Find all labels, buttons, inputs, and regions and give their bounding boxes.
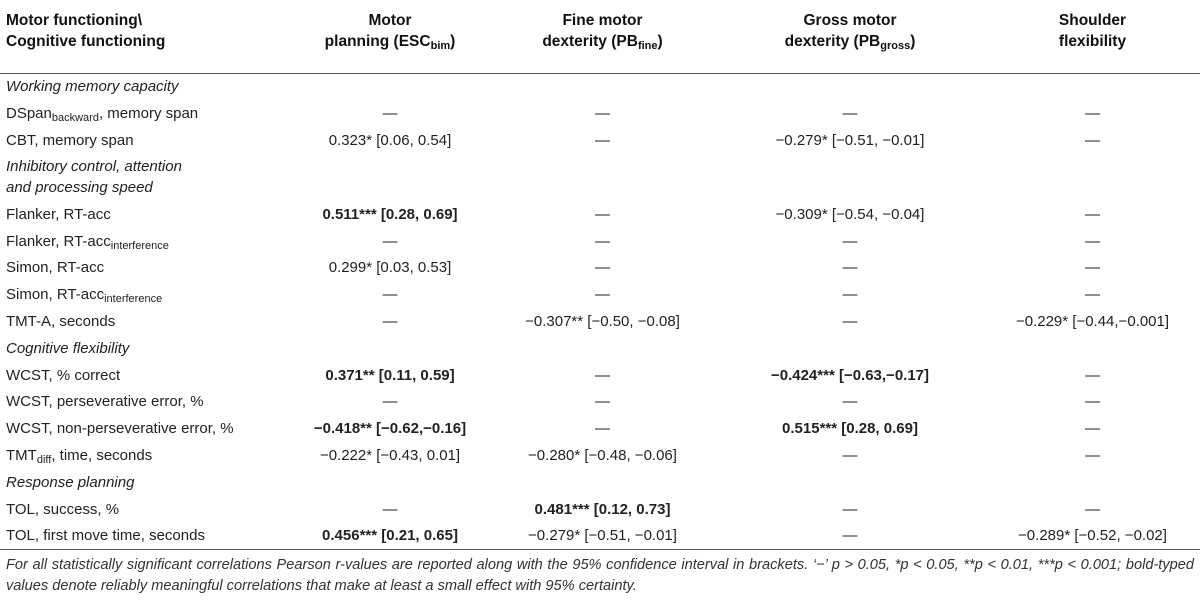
cell: — [382, 312, 398, 330]
row-label: TOL, success, % [6, 500, 120, 518]
cell: — [382, 105, 398, 123]
row-label: WCST, % correct [6, 366, 121, 384]
row-label: TMTdiff, time, seconds [6, 446, 153, 466]
cell: — [382, 286, 398, 304]
cell: −0.229* [−0.44,−0.001] [1015, 312, 1170, 330]
table-row: TOL, first move time, seconds 0.456*** [… [0, 522, 1200, 551]
row-label: WCST, non-perseverative error, % [6, 420, 234, 438]
row-label: Flanker, RT-accinterference [6, 232, 169, 252]
cell: — [842, 446, 858, 464]
row-label: DSpanbackward, memory span [6, 105, 199, 125]
cell: 0.299* [0.03, 0.53] [328, 259, 452, 277]
table-row: Simon, RT-accinterference — — — — [0, 281, 1200, 308]
cell: — [1085, 446, 1100, 464]
cell: — [842, 500, 858, 518]
cell: −0.279* [−0.51, −0.01] [775, 131, 925, 149]
table-row: Flanker, RT-accinterference — — — — [0, 228, 1200, 255]
section-row: Working memory capacity [0, 73, 1200, 100]
cell: — [595, 131, 610, 149]
cell: −0.418** [−0.62,−0.16] [313, 420, 467, 438]
cell: — [1085, 205, 1100, 223]
cell: −0.307** [−0.50, −0.08] [525, 312, 680, 330]
header-motor-planning: Motor planning (ESCbim) [290, 0, 490, 74]
cell: — [595, 232, 610, 250]
row-label: WCST, perseverative error, % [6, 393, 204, 411]
cell: −0.279* [−0.51, −0.01] [490, 522, 715, 551]
table-row: TMT-A, seconds — −0.307** [−0.50, −0.08]… [0, 308, 1200, 335]
cell: 0.511*** [0.28, 0.69] [322, 205, 458, 223]
cell: — [382, 232, 398, 250]
cell: −0.280* [−0.48, −0.06] [528, 446, 677, 464]
table-row: Simon, RT-acc 0.299* [0.03, 0.53] — — — [0, 254, 1200, 281]
cell: — [842, 105, 858, 123]
cell: — [1085, 259, 1100, 277]
header-fine-motor: Fine motor dexterity (PBfine) [490, 0, 715, 74]
cell: — [1085, 286, 1100, 304]
table-row: TMTdiff, time, seconds −0.222* [−0.43, 0… [0, 442, 1200, 469]
cell: 0.371** [0.11, 0.59] [325, 366, 455, 384]
cell: 0.515*** [0.28, 0.69] [782, 420, 918, 438]
header-gross-motor: Gross motor dexterity (PBgross) [715, 0, 985, 74]
header-shoulder-flexibility: Shoulder flexibility [985, 0, 1200, 74]
table-row: DSpanbackward, memory span — — — — [0, 100, 1200, 127]
section-title: Working memory capacity [6, 78, 179, 96]
cell: — [382, 393, 398, 411]
cell: — [842, 286, 858, 304]
cell: 0.481*** [0.12, 0.73] [534, 500, 671, 518]
cell: 0.456*** [0.21, 0.65] [290, 522, 490, 551]
table-row: WCST, non-perseverative error, % −0.418*… [0, 415, 1200, 442]
header-motor-cognitive: Motor functioning\ Cognitive functioning [0, 0, 290, 74]
cell: — [1085, 393, 1100, 411]
cell: — [842, 393, 858, 411]
cell: −0.222* [−0.43, 0.01] [319, 446, 461, 464]
row-label: CBT, memory span [6, 131, 134, 149]
cell: — [1085, 131, 1100, 149]
cell: — [1085, 366, 1100, 384]
row-label: TMT-A, seconds [6, 312, 116, 330]
cell: — [715, 522, 985, 551]
cell: — [1085, 232, 1100, 250]
section-row: Inhibitory control, attention and process… [0, 154, 1200, 201]
table-row: Flanker, RT-acc 0.511*** [0.28, 0.69] — … [0, 201, 1200, 228]
cell: −0.309* [−0.54, −0.04] [775, 205, 925, 223]
section-title: Cognitive flexibility [6, 339, 130, 357]
cell: — [842, 259, 858, 277]
table-row: WCST, % correct 0.371** [0.11, 0.59] — −… [0, 362, 1200, 389]
section-title: Inhibitory control, attention and process… [6, 157, 182, 197]
header-row: Motor functioning\ Cognitive functioning … [0, 0, 1200, 74]
cell: — [595, 105, 610, 123]
section-row: Response planning [0, 469, 1200, 496]
cell: — [1085, 420, 1100, 438]
cell: — [1085, 500, 1100, 518]
section-row: Cognitive flexibility [0, 335, 1200, 362]
table-row: TOL, success, % — 0.481*** [0.12, 0.73] … [0, 496, 1200, 523]
row-label: TOL, first move time, seconds [0, 522, 290, 551]
table-footnote: For all statistically significant correl… [6, 557, 1194, 595]
cell: — [1085, 105, 1100, 123]
cell: — [842, 232, 858, 250]
cell: — [595, 205, 610, 223]
row-label: Simon, RT-acc [6, 259, 105, 277]
cell: −0.424*** [−0.63,−0.17] [770, 366, 930, 384]
cell: — [382, 500, 398, 518]
cell: — [842, 312, 858, 330]
row-label: Simon, RT-accinterference [6, 286, 163, 306]
cell: — [595, 286, 610, 304]
cell: 0.323* [0.06, 0.54] [328, 131, 452, 149]
row-label: Flanker, RT-acc [6, 205, 111, 223]
table-row: CBT, memory span 0.323* [0.06, 0.54] — −… [0, 127, 1200, 154]
section-title: Response planning [6, 473, 135, 491]
cell: — [595, 259, 610, 277]
cell: — [595, 366, 610, 384]
correlation-table: Motor functioning\ Cognitive functioning … [0, 0, 1200, 551]
table-row: WCST, perseverative error, % — — — — [0, 388, 1200, 415]
cell: — [595, 420, 610, 438]
cell: −0.289* [−0.52, −0.02] [985, 522, 1200, 551]
cell: — [595, 393, 610, 411]
